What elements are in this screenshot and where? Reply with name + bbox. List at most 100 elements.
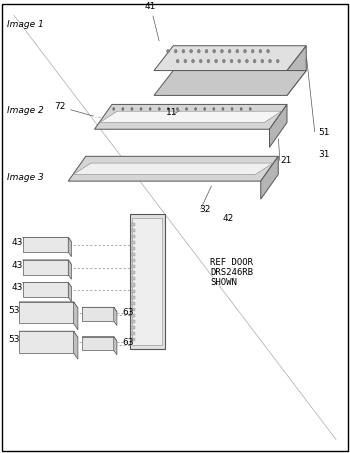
- Polygon shape: [23, 282, 71, 287]
- Polygon shape: [82, 337, 117, 341]
- Circle shape: [186, 107, 188, 110]
- Text: REF DOOR
DRS246RB
SHOWN: REF DOOR DRS246RB SHOWN: [210, 258, 253, 287]
- Circle shape: [249, 107, 251, 110]
- Bar: [131, 326, 135, 329]
- Bar: [131, 289, 135, 293]
- Circle shape: [220, 49, 223, 53]
- Polygon shape: [74, 302, 78, 330]
- Circle shape: [167, 107, 169, 110]
- Polygon shape: [74, 331, 78, 359]
- Text: 53: 53: [8, 335, 20, 344]
- Circle shape: [231, 107, 233, 110]
- Circle shape: [167, 49, 169, 53]
- Bar: [131, 314, 135, 317]
- Bar: [131, 284, 135, 287]
- Bar: [131, 253, 135, 256]
- Polygon shape: [23, 237, 68, 252]
- Circle shape: [122, 107, 124, 110]
- Text: 72: 72: [54, 102, 93, 116]
- Polygon shape: [154, 46, 306, 71]
- Text: 41: 41: [145, 1, 159, 41]
- Circle shape: [269, 59, 271, 63]
- Text: 31: 31: [318, 150, 330, 159]
- Circle shape: [176, 59, 179, 63]
- Polygon shape: [19, 331, 78, 337]
- Bar: [131, 308, 135, 311]
- Circle shape: [113, 107, 115, 110]
- Polygon shape: [261, 156, 278, 199]
- Polygon shape: [68, 237, 71, 257]
- Text: 21: 21: [280, 156, 291, 165]
- Polygon shape: [19, 302, 78, 308]
- Text: 43: 43: [12, 238, 23, 247]
- Bar: [132, 218, 162, 345]
- Circle shape: [205, 49, 208, 53]
- Polygon shape: [82, 307, 117, 312]
- Polygon shape: [19, 331, 74, 353]
- Polygon shape: [74, 163, 273, 174]
- Text: 63: 63: [122, 337, 133, 347]
- Circle shape: [261, 59, 264, 63]
- Polygon shape: [100, 111, 282, 122]
- Polygon shape: [82, 337, 114, 350]
- Circle shape: [184, 59, 187, 63]
- Text: 43: 43: [12, 260, 23, 270]
- Circle shape: [267, 49, 270, 53]
- Polygon shape: [114, 337, 117, 355]
- Circle shape: [223, 59, 225, 63]
- Polygon shape: [23, 237, 71, 242]
- Text: 42: 42: [222, 214, 233, 223]
- Circle shape: [192, 59, 195, 63]
- Circle shape: [228, 49, 231, 53]
- Polygon shape: [68, 282, 71, 302]
- Polygon shape: [23, 282, 68, 297]
- Circle shape: [213, 107, 215, 110]
- Circle shape: [190, 49, 193, 53]
- Circle shape: [140, 107, 142, 110]
- Circle shape: [131, 107, 133, 110]
- Bar: [131, 247, 135, 250]
- Circle shape: [244, 49, 246, 53]
- Circle shape: [204, 107, 206, 110]
- Bar: [131, 235, 135, 238]
- Polygon shape: [68, 260, 71, 280]
- Bar: [131, 338, 135, 342]
- Circle shape: [215, 59, 217, 63]
- Bar: [131, 229, 135, 232]
- Bar: [131, 259, 135, 262]
- Polygon shape: [23, 260, 68, 275]
- Polygon shape: [82, 307, 114, 321]
- Text: 32: 32: [199, 205, 211, 214]
- Text: Image 2: Image 2: [7, 106, 44, 115]
- Bar: [131, 277, 135, 280]
- Circle shape: [238, 59, 241, 63]
- Circle shape: [236, 49, 239, 53]
- Circle shape: [195, 107, 197, 110]
- Text: 11: 11: [166, 108, 177, 117]
- Circle shape: [213, 49, 216, 53]
- Circle shape: [240, 107, 242, 110]
- Text: 51: 51: [318, 128, 330, 137]
- Circle shape: [276, 59, 279, 63]
- Polygon shape: [287, 46, 306, 96]
- Polygon shape: [23, 260, 71, 265]
- Bar: [131, 302, 135, 305]
- Polygon shape: [68, 156, 278, 181]
- Circle shape: [197, 49, 200, 53]
- Circle shape: [259, 49, 262, 53]
- Circle shape: [230, 59, 233, 63]
- Circle shape: [158, 107, 160, 110]
- Bar: [131, 332, 135, 335]
- Circle shape: [182, 49, 185, 53]
- Polygon shape: [270, 105, 287, 147]
- Bar: [131, 222, 135, 226]
- Circle shape: [199, 59, 202, 63]
- Text: Image 1: Image 1: [7, 20, 44, 29]
- Circle shape: [149, 107, 151, 110]
- Circle shape: [253, 59, 256, 63]
- Circle shape: [245, 59, 248, 63]
- Polygon shape: [94, 105, 287, 129]
- Bar: [131, 265, 135, 268]
- Circle shape: [222, 107, 224, 110]
- Polygon shape: [19, 302, 74, 323]
